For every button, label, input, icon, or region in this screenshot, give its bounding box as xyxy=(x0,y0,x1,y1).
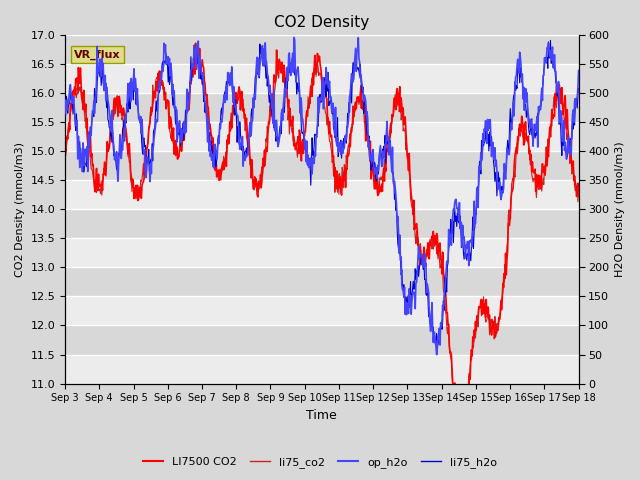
Text: VR_flux: VR_flux xyxy=(74,49,121,60)
Y-axis label: CO2 Density (mmol/m3): CO2 Density (mmol/m3) xyxy=(15,142,25,277)
Title: CO2 Density: CO2 Density xyxy=(274,15,369,30)
Bar xyxy=(65,239,579,267)
Bar xyxy=(65,151,579,180)
Bar xyxy=(65,209,579,239)
X-axis label: Time: Time xyxy=(307,409,337,422)
Bar xyxy=(65,122,579,151)
Bar xyxy=(65,64,579,94)
Bar xyxy=(65,325,579,355)
Bar xyxy=(65,267,579,297)
Bar xyxy=(65,297,579,325)
Y-axis label: H2O Density (mmol/m3): H2O Density (mmol/m3) xyxy=(615,142,625,277)
Bar xyxy=(65,180,579,209)
Bar xyxy=(65,36,579,64)
Legend: LI7500 CO2, li75_co2, op_h2o, li75_h2o: LI7500 CO2, li75_co2, op_h2o, li75_h2o xyxy=(139,452,501,472)
Bar xyxy=(65,94,579,122)
Bar xyxy=(65,355,579,384)
